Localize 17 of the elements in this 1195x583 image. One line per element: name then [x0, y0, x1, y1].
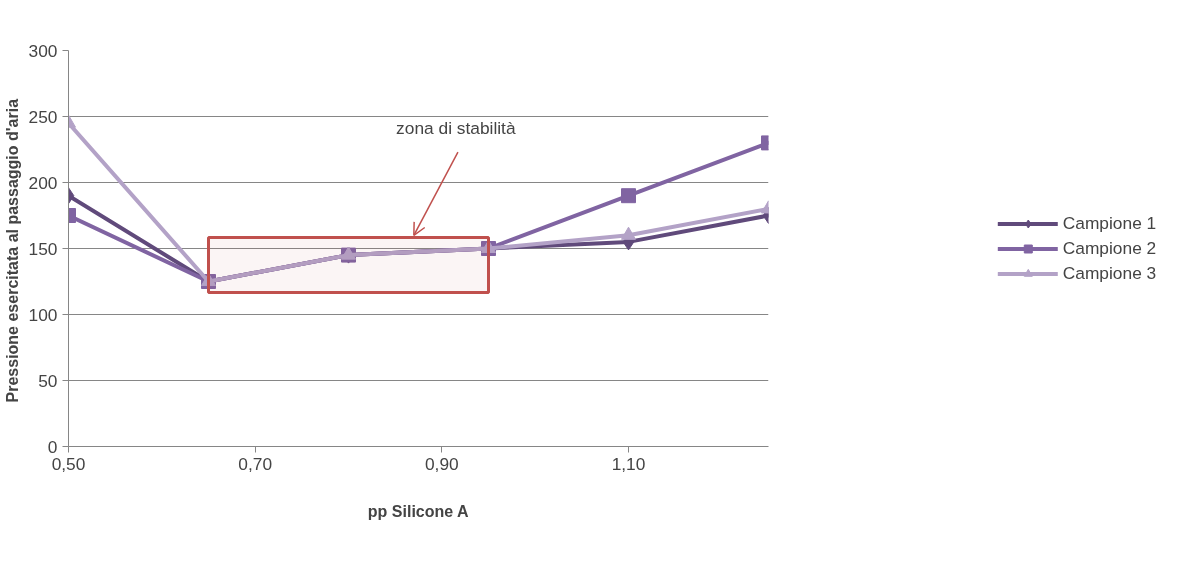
x-tick-label: 0,90	[424, 453, 459, 474]
x-tick-label: 0,70	[238, 453, 273, 474]
y-tick-label: 300	[28, 40, 58, 61]
y-tick-label: 100	[28, 304, 58, 325]
annotation: zona di stabilità	[396, 118, 516, 139]
y-axis-title: Pressione esercitata al passaggio d'aria	[3, 98, 21, 403]
point	[621, 188, 636, 204]
legend-label: Campione 2	[1062, 237, 1157, 259]
point	[621, 226, 636, 240]
y-tick-label: 250	[28, 106, 58, 127]
y-tick-label: 200	[28, 172, 58, 193]
x-axis-title: pp Silicone A	[367, 502, 470, 520]
legend-label: Campione 1	[1062, 212, 1157, 234]
y-tick-label: 50	[38, 370, 58, 391]
y-tick-label: 150	[28, 238, 58, 259]
legend-label: Campione 3	[1062, 262, 1157, 284]
x-tick-label: 1,10	[611, 453, 646, 474]
